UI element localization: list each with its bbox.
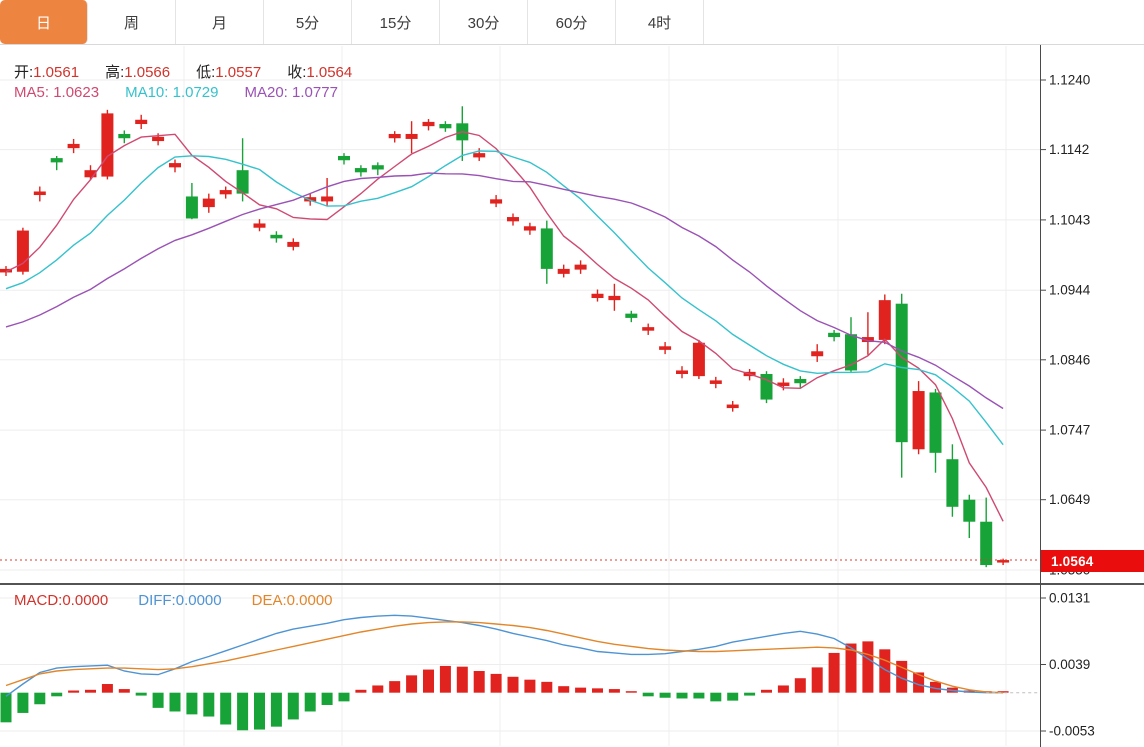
candle[interactable]	[980, 497, 993, 568]
axis-tick-label: 0.0039	[1049, 657, 1090, 672]
candle[interactable]	[642, 323, 655, 335]
macd-axis: 0.0131 0.0039 -0.0053	[1040, 591, 1095, 739]
candle[interactable]	[659, 342, 672, 355]
candle[interactable]	[676, 366, 688, 379]
ma5-line	[5, 130, 1004, 522]
candle[interactable]	[591, 289, 604, 302]
macd-legend: MACD:0.0000 DIFF:0.0000 DEA:0.0000	[14, 592, 333, 609]
candle[interactable]	[726, 400, 739, 412]
candle[interactable]	[439, 121, 452, 132]
candle[interactable]	[523, 222, 536, 235]
candle[interactable]	[540, 220, 553, 284]
ma5-readout: MA5: 1.0623	[14, 84, 100, 101]
candle[interactable]	[997, 558, 1010, 566]
candle[interactable]	[67, 138, 80, 154]
candle[interactable]	[963, 494, 976, 539]
candle[interactable]	[169, 159, 181, 173]
ma10-readout: MA10: 1.0729	[125, 84, 219, 101]
candle[interactable]	[388, 131, 401, 143]
axis-tick-label: 1.0944	[1049, 283, 1091, 298]
candle[interactable]	[946, 444, 959, 517]
open-readout: 开:1.0561	[14, 64, 80, 81]
candle[interactable]	[422, 119, 435, 131]
ohlc-legend: 开:1.0561 高:1.0566 低:1.0557 收:1.0564	[14, 61, 352, 82]
axis-tick-label: 1.0846	[1049, 352, 1090, 367]
axis-tick-label: -0.0053	[1049, 724, 1095, 739]
axis-tick-label: 1.0747	[1049, 423, 1090, 438]
diff-line	[5, 614, 1004, 697]
tab-60min[interactable]: 60分	[528, 0, 616, 44]
candle[interactable]	[608, 283, 621, 311]
dea-line	[5, 621, 1004, 694]
diff-readout: DIFF:0.0000	[138, 592, 222, 609]
candle[interactable]	[16, 227, 29, 275]
tab-5min[interactable]: 5分	[264, 0, 352, 44]
timeframe-tabbar: 日周月 5分 15分 30分 60分 4时	[0, 0, 1144, 45]
candle[interactable]	[101, 109, 114, 180]
candle[interactable]	[861, 312, 874, 355]
candle[interactable]	[84, 165, 97, 181]
candle[interactable]	[135, 114, 148, 129]
high-readout: 高:1.0566	[105, 64, 171, 81]
candle[interactable]	[118, 130, 131, 144]
axis-tick-label: 1.1142	[1049, 142, 1089, 157]
candle[interactable]	[912, 381, 925, 455]
low-readout: 低:1.0557	[196, 64, 262, 81]
candle[interactable]	[236, 138, 249, 202]
candlestick-series[interactable]	[0, 106, 1010, 568]
candle[interactable]	[219, 186, 232, 199]
candle[interactable]	[811, 344, 824, 362]
candle[interactable]	[929, 388, 942, 473]
last-price-badge: 1.0564	[1041, 550, 1144, 572]
dea-readout: DEA:0.0000	[251, 592, 333, 609]
candle[interactable]	[185, 182, 198, 220]
axis-tick-label: 1.1043	[1049, 212, 1090, 227]
candle[interactable]	[287, 238, 300, 251]
tab-4hour[interactable]: 4时	[616, 0, 704, 44]
candle[interactable]	[760, 371, 773, 404]
candle[interactable]	[507, 213, 519, 226]
candle[interactable]	[709, 376, 722, 389]
candle[interactable]	[490, 195, 503, 208]
candle[interactable]	[50, 155, 63, 171]
candle[interactable]	[371, 162, 384, 176]
candle[interactable]	[321, 178, 334, 206]
candle[interactable]	[270, 231, 283, 243]
tab-day[interactable]: 日	[0, 0, 88, 44]
candle[interactable]	[33, 186, 46, 202]
candle[interactable]	[354, 165, 367, 177]
macd-readout: MACD:0.0000	[14, 592, 109, 609]
gridlines	[0, 46, 1040, 746]
candle[interactable]	[557, 264, 570, 278]
axis-tick-label: 1.0649	[1049, 492, 1090, 507]
candle[interactable]	[625, 310, 638, 323]
candle[interactable]	[253, 219, 266, 232]
candle[interactable]	[405, 121, 418, 154]
candle[interactable]	[794, 376, 807, 388]
ma-legend: MA5: 1.0623 MA10: 1.0729 MA20: 1.0777	[14, 84, 338, 101]
axis-tick-label: 0.0131	[1049, 591, 1090, 606]
candle[interactable]	[878, 294, 891, 345]
candle[interactable]	[845, 317, 857, 372]
ma20-readout: MA20: 1.0777	[244, 84, 338, 101]
tab-30min[interactable]: 30分	[440, 0, 528, 44]
candle[interactable]	[895, 293, 908, 478]
macd-histogram[interactable]	[0, 641, 1009, 731]
candle[interactable]	[692, 339, 705, 379]
ma10-line	[5, 150, 1004, 446]
tab-week[interactable]: 周	[88, 0, 176, 44]
axis-tick-label: 1.1240	[1049, 73, 1090, 88]
tab-month[interactable]: 月	[176, 0, 264, 44]
candle[interactable]	[202, 193, 215, 213]
tab-15min[interactable]: 15分	[352, 0, 440, 44]
candle[interactable]	[574, 260, 587, 274]
close-readout: 收:1.0564	[287, 64, 353, 81]
price-axis: 1.1240 1.1142 1.1043 1.0944 1.0846 1.0747 1.06…	[1040, 45, 1091, 747]
candle[interactable]	[828, 329, 841, 342]
ma20-line	[5, 172, 1004, 410]
candle[interactable]	[338, 153, 350, 165]
